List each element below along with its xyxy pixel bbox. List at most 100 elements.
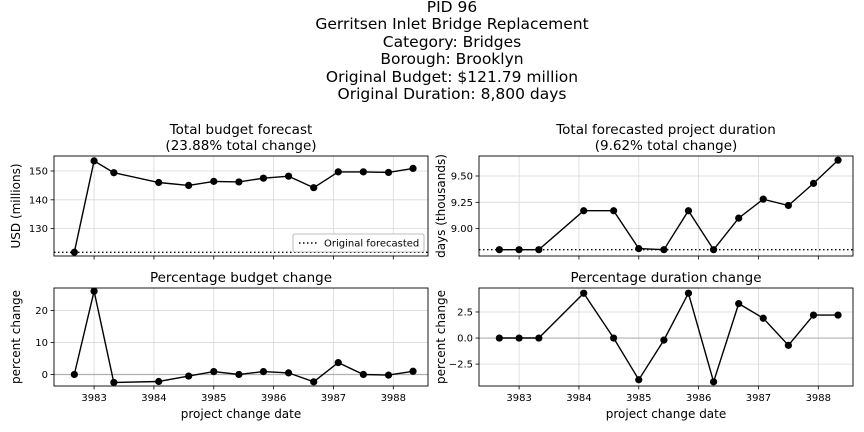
budget-forecast-legend-box <box>292 233 425 253</box>
duration-forecast-point-11 <box>784 201 792 210</box>
budget-change-xtick-label-2: 3985 <box>201 393 226 404</box>
duration-change-point-13 <box>834 311 842 319</box>
duration-forecast-point-1 <box>515 246 523 254</box>
budget-forecast-ylabel: USD (millions) <box>9 163 23 248</box>
duration-forecast-point-7 <box>684 207 693 215</box>
figure-header: PID 96 Gerritsen Inlet Bridge Replacemen… <box>315 0 588 103</box>
duration-change-point-9 <box>735 300 743 308</box>
budget-change-xtick-label-1: 3984 <box>141 393 166 404</box>
duration-forecast-point-8 <box>709 246 718 254</box>
budget-change-point-7 <box>259 367 268 376</box>
header-original-budget: Original Budget: $121.79 million <box>326 68 578 86</box>
budget-change-point-1 <box>90 287 98 295</box>
budget-change-title: Percentage budget change <box>150 270 332 286</box>
budget-forecast-point-3 <box>155 178 163 187</box>
duration-change-point-1 <box>515 334 523 342</box>
duration-change-ytick-label-2: 2.5 <box>457 307 473 318</box>
budget-forecast-point-11 <box>359 168 367 176</box>
duration-forecast-point-0 <box>495 246 503 254</box>
budget-change-point-10 <box>334 359 342 367</box>
duration-change-point-7 <box>684 289 693 297</box>
duration-change-title: Percentage duration change <box>570 270 761 286</box>
duration-forecast-plot-frame <box>478 155 854 257</box>
budget-change-point-3 <box>155 377 163 386</box>
duration-forecast-point-10 <box>759 195 767 203</box>
duration-forecast-point-4 <box>610 207 618 215</box>
budget-forecast-point-7 <box>259 174 268 182</box>
budget-change-point-2 <box>110 378 118 387</box>
duration-change-xtick-label-4: 3987 <box>746 393 771 404</box>
budget-forecast-point-5 <box>210 177 218 185</box>
budget-change-ylabel: percent change <box>9 290 23 384</box>
duration-change-xlabel: project change date <box>606 407 727 421</box>
duration-forecast-point-5 <box>635 245 643 253</box>
header-borough: Borough: Brooklyn <box>380 50 523 68</box>
budget-forecast-series-line <box>73 159 414 253</box>
budget-change-point-12 <box>384 371 393 379</box>
header-original-duration: Original Duration: 8,800 days <box>338 85 567 103</box>
duration-change-ytick-label-0: −2.5 <box>449 360 473 371</box>
duration-change-xtick-label-0: 3983 <box>506 393 531 404</box>
duration-change-point-0 <box>495 334 503 342</box>
budget-forecast-panel: Total budget forecast(23.88% total chang… <box>9 122 429 260</box>
duration-change-panel: Percentage duration change 3983 3984 3985 39… <box>434 270 854 421</box>
duration-change-point-11 <box>784 341 792 349</box>
duration-change-series-line <box>499 291 838 385</box>
budget-change-xlabel: project change date <box>181 407 302 421</box>
header-project-name: Gerritsen Inlet Bridge Replacement <box>315 15 588 33</box>
budget-forecast-point-1 <box>90 157 98 165</box>
duration-forecast-point-12 <box>809 179 818 187</box>
budget-change-xtick-label-4: 3987 <box>321 393 346 404</box>
duration-forecast-point-9 <box>735 214 743 222</box>
budget-change-point-9 <box>310 378 318 386</box>
budget-change-xtick-label-3: 3986 <box>261 393 286 404</box>
duration-forecast-title: Total forecasted project duration <box>555 122 776 138</box>
budget-change-xtick-label-5: 3988 <box>381 393 406 404</box>
budget-change-xtick-label-0: 3983 <box>81 393 106 404</box>
duration-forecast-point-3 <box>580 207 588 215</box>
duration-change-point-4 <box>610 334 618 342</box>
budget-change-ytick-label-0: 0 <box>42 370 48 381</box>
budget-forecast-point-6 <box>235 178 243 186</box>
duration-change-ytick-label-1: 0.0 <box>457 334 473 345</box>
duration-change-xtick-label-2: 3985 <box>626 393 651 404</box>
duration-forecast-ytick-label-2: 9.50 <box>451 172 473 183</box>
budget-change-point-13 <box>409 367 417 375</box>
duration-forecast-panel: Total forecasted project duration(9.62% … <box>434 122 854 260</box>
budget-forecast-ytick-label-1: 140 <box>29 195 48 206</box>
budget-change-point-11 <box>359 370 367 379</box>
budget-forecast-point-9 <box>310 184 318 192</box>
duration-forecast-ytick-label-0: 9.00 <box>451 224 473 235</box>
duration-change-point-3 <box>580 289 588 297</box>
budget-forecast-ytick-label-2: 150 <box>29 166 48 177</box>
duration-change-point-12 <box>809 311 818 319</box>
duration-change-point-5 <box>635 376 643 384</box>
duration-change-xtick-label-5: 3988 <box>806 393 831 404</box>
budget-forecast-point-13 <box>409 164 417 172</box>
duration-forecast-point-13 <box>834 156 842 164</box>
budget-forecast-point-12 <box>384 168 393 177</box>
duration-change-xtick-label-3: 3986 <box>686 393 711 404</box>
duration-forecast-subtitle: (9.62% total change) <box>595 138 738 154</box>
budget-forecast-title: Total budget forecast <box>169 122 313 138</box>
budget-forecast-point-2 <box>110 169 118 177</box>
duration-change-point-2 <box>535 334 543 342</box>
budget-change-point-6 <box>235 370 243 379</box>
duration-change-point-6 <box>660 336 668 344</box>
budget-forecast-subtitle: (23.88% total change) <box>165 138 316 154</box>
budget-forecast-point-4 <box>185 181 193 189</box>
budget-forecast-point-0 <box>70 248 78 256</box>
budget-change-ytick-label-1: 10 <box>35 338 48 349</box>
duration-forecast-series-line <box>499 159 839 251</box>
budget-change-plot-frame <box>53 287 429 387</box>
budget-change-series-line <box>73 291 414 384</box>
duration-change-point-8 <box>709 378 718 386</box>
budget-forecast-ytick-label-0: 130 <box>29 224 48 235</box>
budget-change-point-8 <box>284 369 293 377</box>
duration-change-xtick-label-1: 3984 <box>566 393 591 404</box>
budget-change-panel: Percentage budget change 3983 3984 3985 3986… <box>9 270 429 421</box>
duration-forecast-ylabel: days (thousands) <box>434 154 448 258</box>
budget-forecast-legend: Original forecasted <box>292 233 425 253</box>
budget-change-point-4 <box>185 372 193 380</box>
